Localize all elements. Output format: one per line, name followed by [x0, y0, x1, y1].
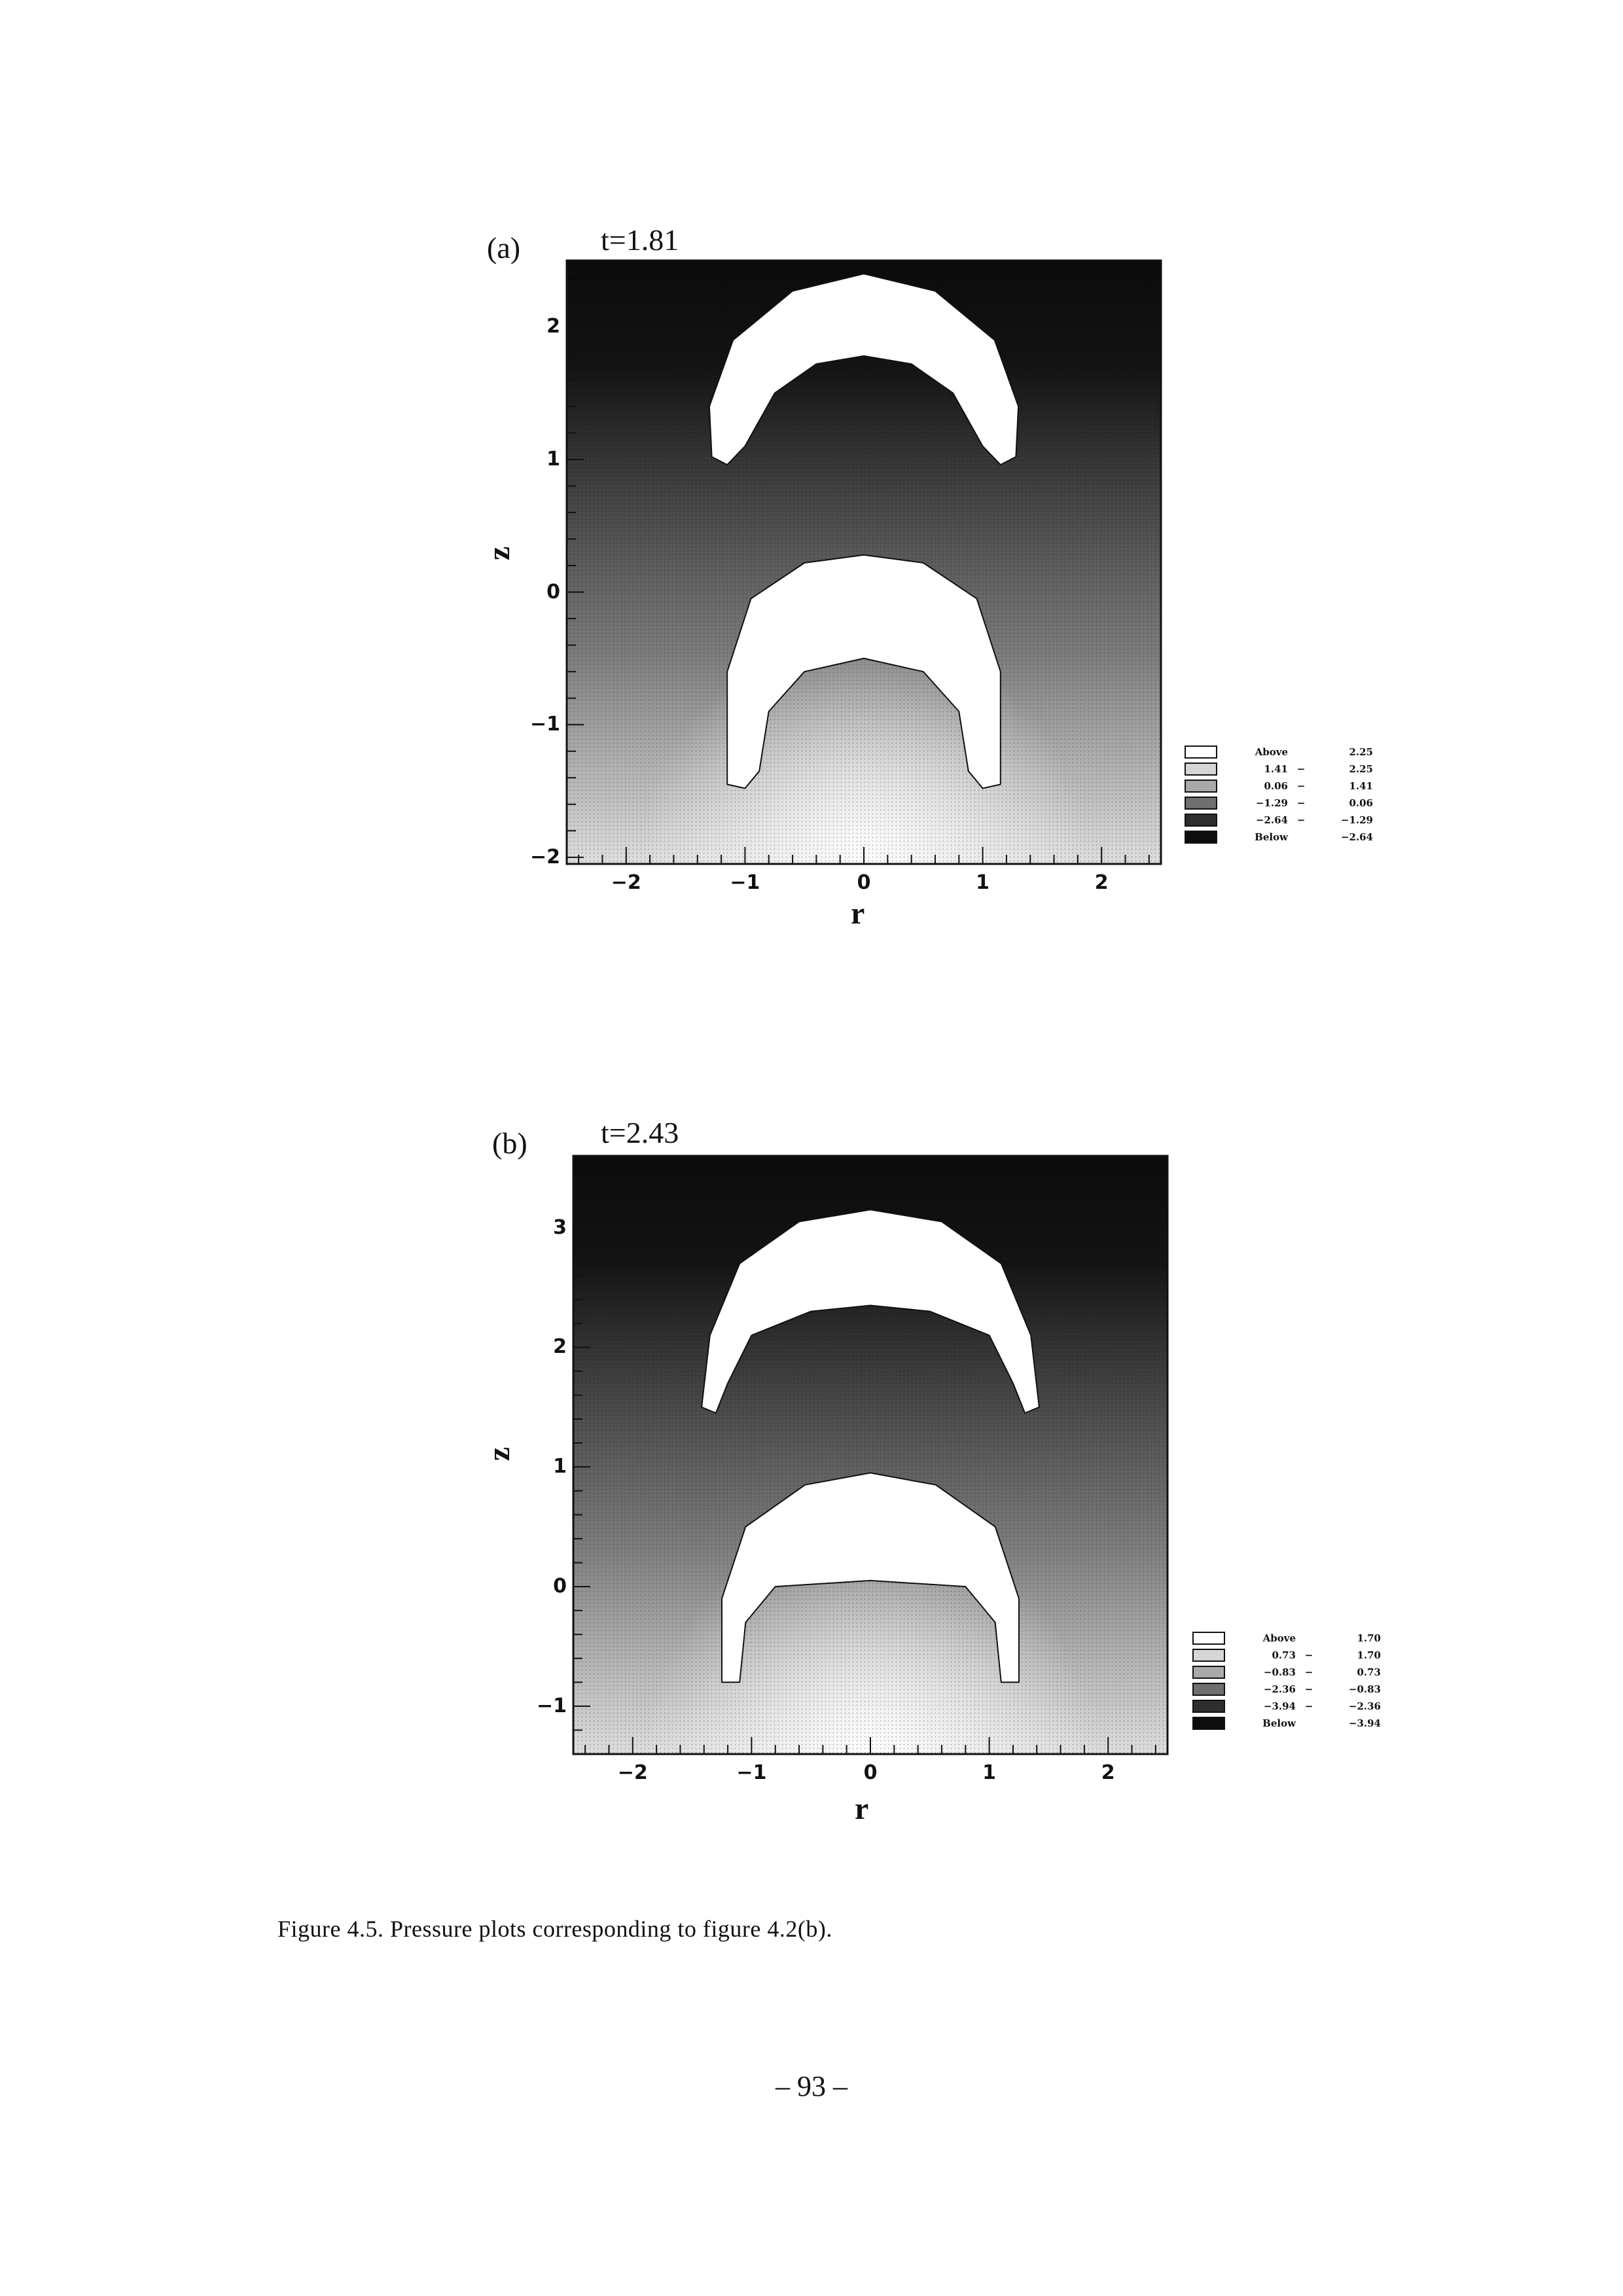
- legend-low-value: −0.83: [1263, 1666, 1296, 1678]
- legend-entry: 1.41−2.25: [1185, 762, 1374, 776]
- legend-entry: Above 2.25: [1185, 745, 1374, 759]
- legend-low-value: 0.73: [1272, 1649, 1296, 1661]
- plot-background: [573, 1156, 1168, 1754]
- legend-high-value: 1.70: [1357, 1632, 1381, 1644]
- legend-low-value: Above: [1255, 746, 1288, 758]
- legend-entry: −2.64− −1.29: [1185, 813, 1374, 827]
- legend-high-value: 1.70: [1357, 1649, 1381, 1661]
- legend-high-value: 2.25: [1349, 746, 1373, 758]
- figure-caption: Figure 4.5. Pressure plots corresponding…: [277, 1916, 832, 1942]
- legend-low-value: Below: [1255, 831, 1288, 843]
- legend-high-value: −1.29: [1340, 814, 1373, 826]
- y-tick-label: 0: [546, 580, 560, 603]
- y-tick-label: 2: [553, 1335, 567, 1359]
- x-tick-label: −1: [736, 1761, 767, 1784]
- x-tick-label: 2: [1101, 1761, 1115, 1784]
- legend-low-value: −2.36: [1263, 1683, 1296, 1695]
- legend-swatch: [1185, 745, 1217, 759]
- panel-b-time-label: t=2.43: [601, 1116, 679, 1149]
- legend-high-value: −0.83: [1348, 1683, 1381, 1695]
- legend-swatch: [1192, 1683, 1225, 1696]
- legend-entry: Above 1.70: [1192, 1631, 1382, 1645]
- y-tick-label: 3: [553, 1215, 567, 1239]
- legend-swatch: [1192, 1717, 1225, 1730]
- y-tick-label: −1: [536, 1694, 567, 1717]
- x-tick-label: 2: [1094, 871, 1109, 894]
- panel-a-y-axis-title: z: [482, 546, 517, 561]
- legend-entry: −0.83−0.73: [1192, 1665, 1382, 1679]
- y-tick-label: 1: [553, 1455, 567, 1479]
- legend-swatch: [1192, 1666, 1225, 1679]
- x-tick-label: 0: [857, 871, 871, 894]
- panel-a-label: (a): [487, 231, 521, 264]
- legend-entry: Below −3.94: [1192, 1716, 1382, 1731]
- plot-frame: [565, 259, 1162, 865]
- bubble-region-2: [721, 1472, 1020, 1683]
- plot-background: [567, 260, 1161, 864]
- panel-b-label: (b): [492, 1126, 527, 1160]
- x-tick-label: −1: [730, 871, 760, 894]
- panel-a-legend: Above 2.25 1.41−2.25 0.06−1.41 −1.29−0.06 −2.…: [1185, 745, 1374, 847]
- legend-swatch: [1185, 814, 1217, 827]
- bubble-region-1: [701, 1209, 1040, 1414]
- legend-entry: Below −2.64: [1185, 830, 1374, 844]
- legend-swatch: [1185, 831, 1217, 844]
- legend-swatch: [1185, 780, 1217, 793]
- legend-entry: −3.94− −2.36: [1192, 1699, 1382, 1713]
- legend-low-value: −3.94: [1263, 1700, 1296, 1712]
- x-tick-label: 1: [982, 1761, 997, 1784]
- panel-b-x-axis-title: r: [855, 1791, 869, 1826]
- legend-high-value: 1.41: [1349, 780, 1373, 792]
- legend-swatch: [1185, 762, 1217, 776]
- plot-bottom-glow: [567, 260, 1161, 864]
- plot-bottom-glow: [573, 1156, 1168, 1754]
- legend-low-value: −1.29: [1255, 797, 1288, 809]
- bubble-region-1: [708, 273, 1020, 466]
- x-tick-label: 0: [863, 1761, 878, 1784]
- legend-low-value: −2.64: [1255, 814, 1288, 826]
- legend-swatch: [1192, 1649, 1225, 1662]
- y-tick-label: 1: [546, 447, 560, 471]
- legend-high-value: −2.64: [1340, 831, 1373, 843]
- x-tick-label: −2: [611, 871, 641, 894]
- legend-high-value: 0.06: [1349, 797, 1373, 809]
- y-tick-label: −2: [529, 845, 560, 869]
- plot-stipple: [567, 260, 1161, 864]
- legend-entry: −1.29−0.06: [1185, 796, 1374, 810]
- x-tick-label: −2: [617, 1761, 648, 1784]
- y-tick-label: −1: [529, 713, 560, 736]
- bubble-region-2: [726, 554, 1001, 789]
- page-number: – 93 –: [776, 2070, 847, 2102]
- y-tick-label: 0: [553, 1575, 567, 1598]
- legend-low-value: Below: [1262, 1717, 1296, 1729]
- legend-high-value: −2.36: [1348, 1700, 1381, 1712]
- y-tick-label: 2: [546, 315, 560, 338]
- legend-high-value: −3.94: [1348, 1717, 1381, 1729]
- x-tick-label: 1: [976, 871, 990, 894]
- legend-swatch: [1192, 1700, 1225, 1713]
- legend-low-value: 1.41: [1264, 763, 1288, 775]
- plot-frame: [572, 1155, 1169, 1755]
- legend-low-value: Above: [1262, 1632, 1296, 1644]
- legend-entry: −2.36− −0.83: [1192, 1682, 1382, 1696]
- panel-b-y-axis-title: z: [482, 1446, 517, 1462]
- plot-stipple: [573, 1156, 1168, 1754]
- legend-low-value: 0.06: [1264, 780, 1288, 792]
- panel-b-legend: Above 1.70 0.73−1.70 −0.83−0.73 −2.36− −0.83−…: [1192, 1631, 1382, 1733]
- legend-entry: 0.06−1.41: [1185, 779, 1374, 793]
- legend-entry: 0.73−1.70: [1192, 1648, 1382, 1662]
- legend-high-value: 2.25: [1349, 763, 1373, 775]
- legend-swatch: [1192, 1632, 1225, 1645]
- legend-swatch: [1185, 797, 1217, 810]
- legend-high-value: 0.73: [1357, 1666, 1381, 1678]
- panel-a-time-label: t=1.81: [601, 223, 679, 257]
- panel-a-x-axis-title: r: [851, 896, 865, 931]
